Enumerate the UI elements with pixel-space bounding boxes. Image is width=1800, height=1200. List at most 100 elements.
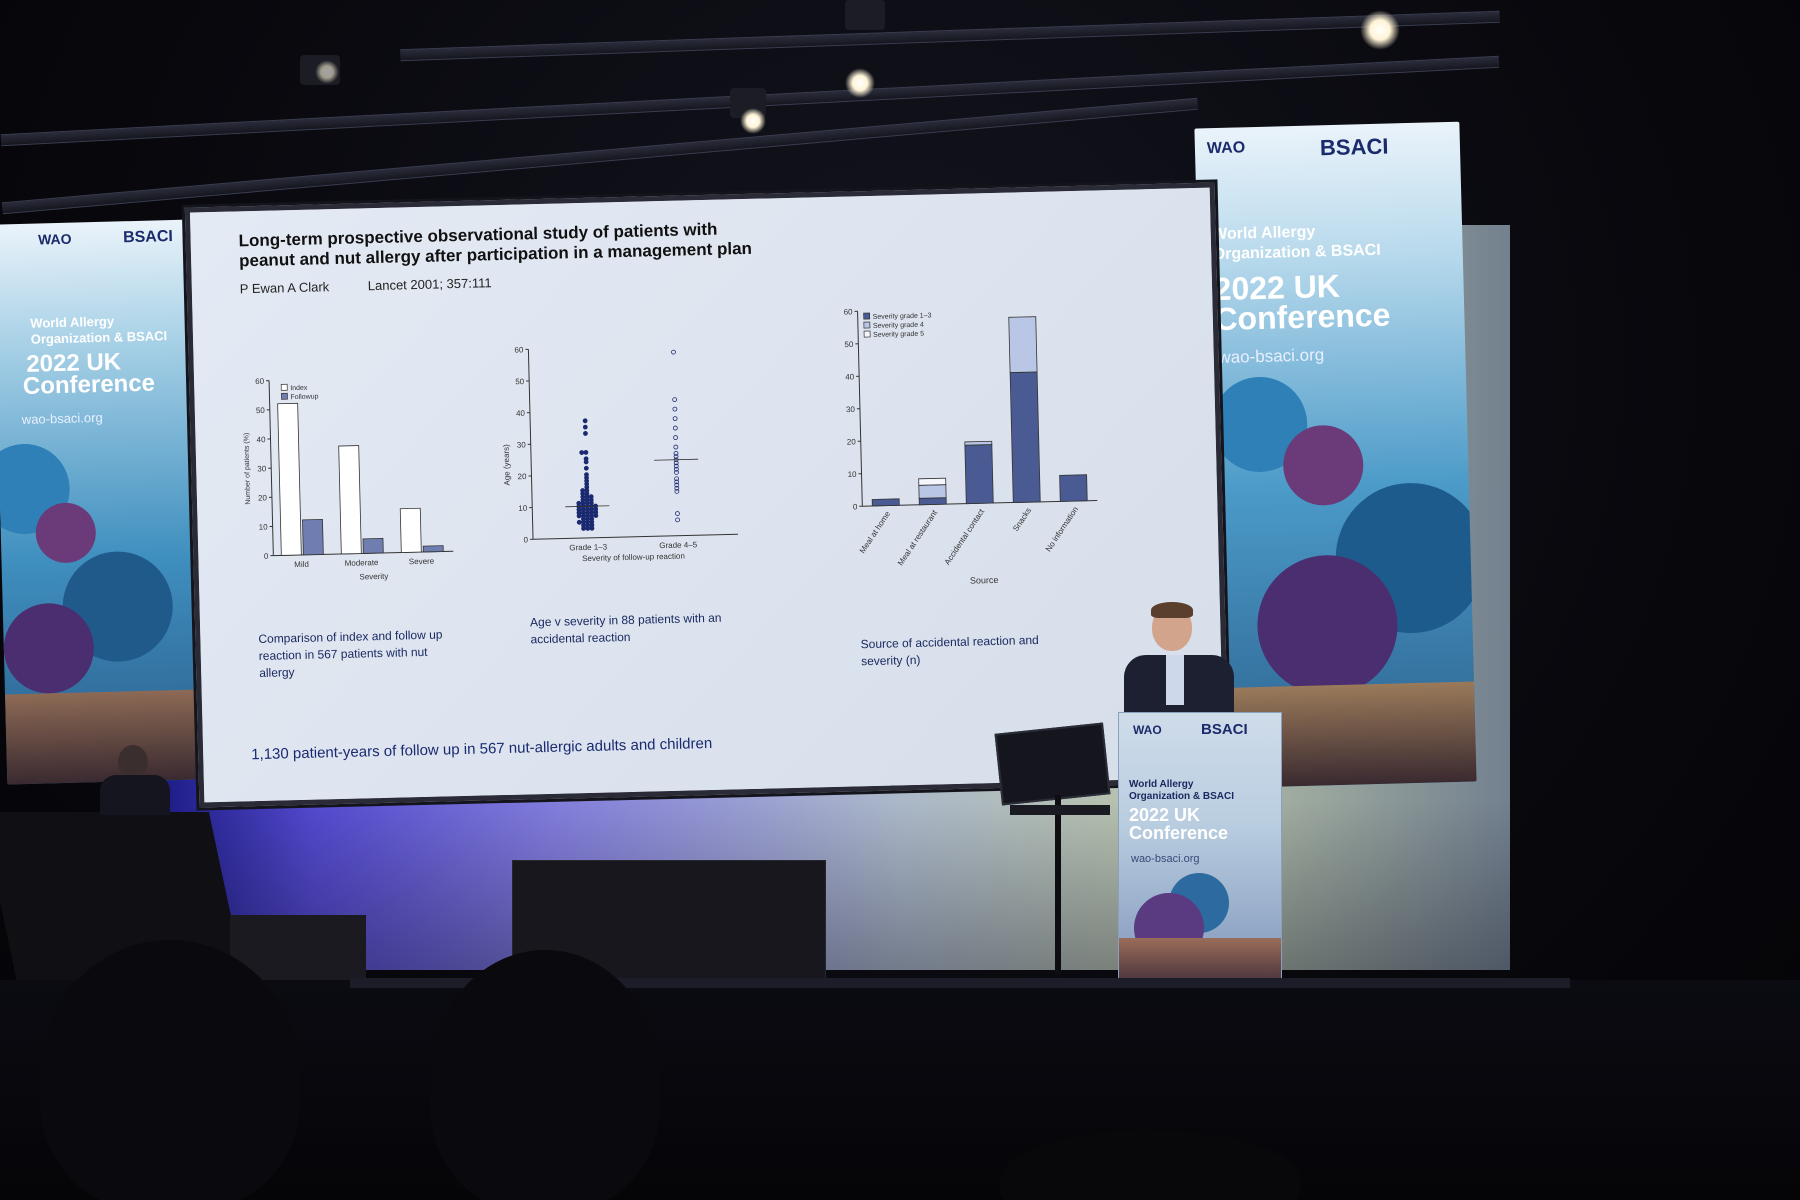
confidence-monitor <box>994 722 1111 806</box>
banner-url: wao-bsaci.org <box>21 409 103 428</box>
chart1-bar <box>302 518 324 556</box>
banner-circle <box>35 502 97 564</box>
chart1-legend-label: Followup <box>290 393 318 401</box>
chart2-point <box>582 418 588 424</box>
chart2-point <box>673 466 679 472</box>
chart2-category-label: Grade 4–5 <box>659 540 698 550</box>
chart3-y-tick-label: 0 <box>853 502 858 511</box>
chart2-point <box>672 397 678 402</box>
chart2-point <box>674 476 679 482</box>
chart2-category-label: Grade 1–3 <box>569 542 608 552</box>
chart2-x-label: Severity of follow-up reaction <box>582 552 685 564</box>
chart3-y-tick-label: 60 <box>844 307 854 316</box>
chart2-y-tick-label: 20 <box>517 472 527 481</box>
chart3-bar-segment <box>964 440 993 446</box>
chart3-bar-segment <box>871 498 900 507</box>
presenter <box>1124 602 1239 715</box>
chart2-y-label: Age (years) <box>502 444 512 486</box>
audience-head <box>40 940 300 1200</box>
lectern-logo-wao: WAO <box>1133 723 1162 737</box>
chart-2: 0 10 20 30 40 50 60 Grade 1–3 Grade 4–5 Severity … <box>502 345 738 564</box>
chart3-category-label: Accidental contact <box>943 507 987 567</box>
chart3-y-tick-label: 40 <box>845 372 855 381</box>
chart3-legend-label: Severity grade 1–3 <box>873 312 932 320</box>
chart2-point <box>585 526 591 531</box>
chart2-point <box>576 513 582 519</box>
chart2-point <box>583 465 589 471</box>
banner-logo-bsaci: BSACI <box>122 228 174 247</box>
lectern-org-line2: Organization & BSACI <box>1129 791 1235 802</box>
stage-spotlight <box>315 60 339 84</box>
chart2-point <box>582 424 588 430</box>
chart2-y-tick-label: 0 <box>523 535 528 544</box>
chart-2-caption: Age v severity in 88 patients with an ac… <box>529 610 722 647</box>
chart2-point <box>673 454 679 459</box>
chart2-point <box>583 450 589 455</box>
chart2-point <box>673 444 679 450</box>
chart2-y-tick-label: 40 <box>516 409 526 418</box>
banner-title-line2: Conference <box>22 369 156 400</box>
banner-org-line1: World Allergy <box>30 313 115 331</box>
chart-severity-bars: 0 10 20 30 40 50 60 Mild Moderate Severe Severity N… <box>243 307 1098 586</box>
chart1-y-tick-label: 60 <box>255 377 265 386</box>
chart1-category-label: Mild <box>294 560 309 569</box>
presenter-shirt <box>1166 655 1184 705</box>
audience-head <box>430 950 660 1200</box>
chart2-point <box>671 349 676 355</box>
chart3-y-tick-label: 10 <box>848 470 858 479</box>
chart1-bar <box>277 402 302 556</box>
chart2-point <box>593 513 599 518</box>
chart2-point <box>673 451 679 456</box>
chart1-category-label: Moderate <box>345 558 380 568</box>
chart2-point <box>579 450 585 455</box>
projection-screen: Long-term prospective observational stud… <box>184 182 1230 808</box>
chart2-y-tick-label: 30 <box>517 440 527 449</box>
chart3-bar-segment <box>918 484 947 499</box>
chart1-y-tick-label: 10 <box>259 523 269 532</box>
lectern-title-line1: 2022 UK <box>1129 805 1201 825</box>
chart3-bar-segment <box>964 444 994 505</box>
chart3-legend-swatch <box>863 321 871 329</box>
chart2-point <box>673 460 679 466</box>
chart2-point <box>583 459 589 465</box>
chart3-bar-segment <box>918 477 947 486</box>
chart3-bar-segment <box>1008 316 1038 373</box>
banner-org-line2: Organization & BSACI <box>1212 241 1381 264</box>
chart1-y-tick-label: 40 <box>257 435 267 444</box>
chart3-y-tick-label: 20 <box>847 437 857 446</box>
chart3-legend-label: Severity grade 4 <box>873 322 924 330</box>
monitor-stand-base <box>1010 805 1110 815</box>
chart2-point <box>672 406 678 412</box>
monitor-stand <box>1055 795 1061 975</box>
banner-url: wao-bsaci.org <box>1218 345 1325 368</box>
chart3-legend-swatch <box>863 312 871 320</box>
chart2-point <box>576 519 582 525</box>
seated-person <box>100 745 170 815</box>
chart2-y-tick-label: 60 <box>514 345 524 354</box>
chart3-category-label: Snacks <box>1011 506 1033 533</box>
chart1-y-tick-label: 20 <box>258 493 268 502</box>
chart3-category-label: No information <box>1044 505 1080 553</box>
banner-circle <box>2 602 95 695</box>
chart-3: 0 10 20 30 40 50 60 Meal at home Meal at restaur… <box>844 307 1098 586</box>
chart3-bar-segment <box>1059 474 1088 502</box>
chart3-category-label: Meal at restaurant <box>896 508 940 567</box>
chart2-point <box>673 435 678 440</box>
lectern-title-line2: Conference <box>1129 823 1229 843</box>
lectern-logo-bsaci: BSACI <box>1201 721 1248 738</box>
chart2-point <box>674 485 680 491</box>
stage-spotlight <box>740 108 766 134</box>
chart2-x-axis <box>533 533 738 540</box>
chart2-median-line <box>565 505 610 508</box>
chart1-bar <box>338 445 362 555</box>
banner-logo-wao: WAO <box>1206 139 1246 158</box>
chart2-point <box>673 463 679 469</box>
chart2-point <box>674 482 680 488</box>
stage-light-fixture <box>845 0 885 30</box>
chart2-point <box>674 489 680 494</box>
chart-3-caption: Source of accidental reaction and severi… <box>860 632 1039 669</box>
chart2-median-line <box>654 458 699 461</box>
chart3-x-label: Source <box>970 575 999 586</box>
chart2-point <box>581 526 586 531</box>
banner-logo-wao: WAO <box>37 230 72 248</box>
